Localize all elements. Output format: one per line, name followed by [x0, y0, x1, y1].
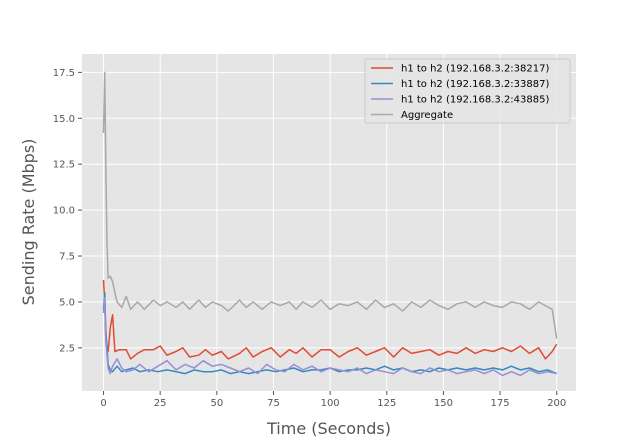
legend: h1 to h2 (192.168.3.2:38217) h1 to h2 (19…: [364, 58, 571, 124]
x-tick-label: 100: [321, 398, 340, 409]
y-tick-label: 2.5: [59, 343, 75, 354]
x-tick-label: 150: [434, 398, 453, 409]
y-tick-label: 17.5: [53, 68, 75, 79]
y-axis-label: Sending Rate (Mbps): [19, 139, 38, 306]
legend-label-3: h1 to h2 (192.168.3.2:43885): [401, 95, 549, 106]
series-line-4: [102, 71, 558, 339]
x-axis-ticks: 0 25 50 75 100 125 150 175 200: [100, 391, 566, 409]
x-axis-label: Time (Seconds): [266, 419, 391, 438]
x-tick-label: 200: [547, 398, 566, 409]
x-tick-label: 125: [377, 398, 396, 409]
legend-label-2: h1 to h2 (192.168.3.2:33887): [401, 79, 549, 90]
x-tick-label: 50: [210, 398, 223, 409]
y-tick-label: 12.5: [53, 160, 75, 171]
y-tick-label: 7.5: [59, 252, 75, 263]
series-line-3: [102, 297, 557, 377]
x-tick-label: 75: [267, 398, 280, 409]
y-tick-label: 10.0: [53, 206, 75, 217]
series-line-2: [102, 291, 557, 375]
legend-label-1: h1 to h2 (192.168.3.2:38217): [401, 64, 549, 75]
y-axis-ticks: 2.5 5.0 7.5 10.0 12.5 15.0 17.5: [53, 68, 82, 354]
y-tick-label: 5.0: [59, 297, 75, 308]
series-lines: [102, 71, 558, 377]
x-tick-label: 175: [491, 398, 510, 409]
x-tick-label: 0: [100, 398, 106, 409]
series-line-1: [102, 279, 558, 360]
y-tick-label: 15.0: [53, 114, 75, 125]
legend-label-4: Aggregate: [401, 110, 453, 121]
x-tick-label: 25: [154, 398, 167, 409]
legend-box: [364, 58, 571, 124]
